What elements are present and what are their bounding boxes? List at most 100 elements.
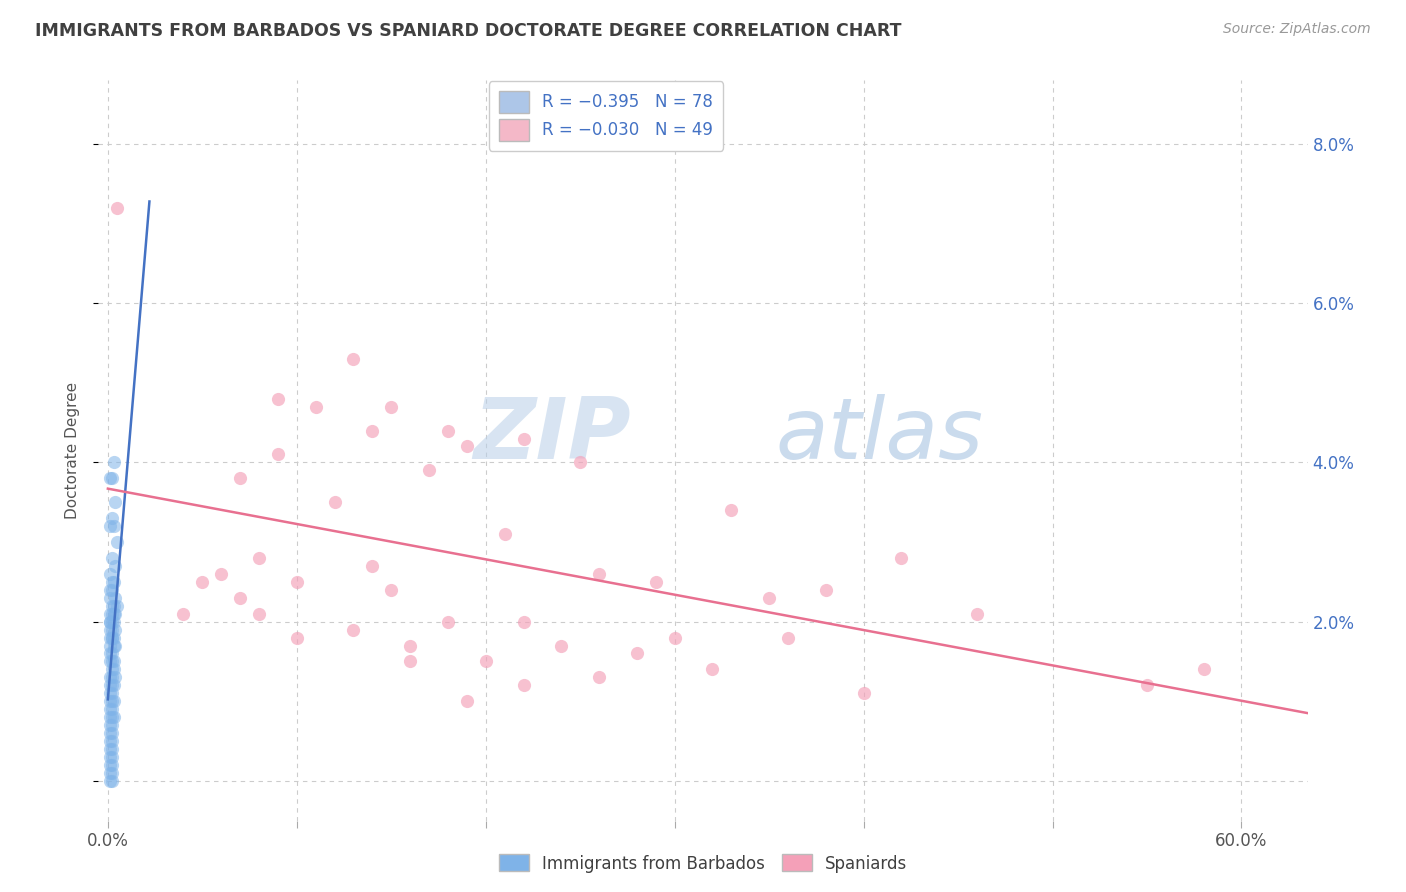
Point bbox=[103, 615, 125, 629]
Point bbox=[98, 710, 121, 724]
Point bbox=[98, 750, 121, 764]
Point bbox=[98, 702, 121, 716]
Point bbox=[98, 734, 121, 748]
Point bbox=[105, 599, 128, 613]
Point bbox=[285, 574, 308, 589]
Point bbox=[98, 615, 121, 629]
Point bbox=[512, 615, 534, 629]
Point bbox=[100, 750, 122, 764]
Point bbox=[103, 694, 125, 708]
Point bbox=[98, 591, 121, 605]
Point bbox=[285, 631, 308, 645]
Point bbox=[100, 694, 122, 708]
Text: Source: ZipAtlas.com: Source: ZipAtlas.com bbox=[1223, 22, 1371, 37]
Text: ZIP: ZIP bbox=[472, 394, 630, 477]
Point bbox=[103, 599, 125, 613]
Point bbox=[361, 558, 384, 573]
Point bbox=[588, 670, 610, 684]
Point bbox=[98, 670, 121, 684]
Point bbox=[323, 495, 346, 509]
Point bbox=[758, 591, 780, 605]
Point bbox=[380, 582, 402, 597]
Point bbox=[494, 527, 516, 541]
Point bbox=[569, 455, 592, 469]
Point bbox=[98, 678, 121, 692]
Point bbox=[98, 615, 121, 629]
Point bbox=[100, 726, 122, 740]
Point bbox=[626, 647, 648, 661]
Point bbox=[100, 511, 122, 525]
Point bbox=[100, 662, 122, 676]
Point bbox=[103, 662, 125, 676]
Point bbox=[98, 655, 121, 669]
Legend: Immigrants from Barbados, Spaniards: Immigrants from Barbados, Spaniards bbox=[492, 847, 914, 880]
Point bbox=[104, 591, 127, 605]
Point bbox=[104, 607, 127, 621]
Point bbox=[98, 718, 121, 732]
Point bbox=[98, 694, 121, 708]
Point bbox=[98, 631, 121, 645]
Point bbox=[305, 400, 328, 414]
Point bbox=[1136, 678, 1159, 692]
Point bbox=[98, 742, 121, 756]
Point bbox=[103, 639, 125, 653]
Point bbox=[247, 550, 270, 565]
Point bbox=[267, 392, 290, 406]
Point bbox=[98, 607, 121, 621]
Point bbox=[100, 647, 122, 661]
Point bbox=[100, 599, 122, 613]
Point bbox=[103, 631, 125, 645]
Point bbox=[98, 582, 121, 597]
Point bbox=[104, 495, 127, 509]
Point bbox=[100, 670, 122, 684]
Point bbox=[105, 201, 128, 215]
Point bbox=[588, 566, 610, 581]
Point bbox=[267, 447, 290, 461]
Point bbox=[100, 471, 122, 485]
Point bbox=[103, 655, 125, 669]
Text: atlas: atlas bbox=[776, 394, 984, 477]
Point bbox=[104, 639, 127, 653]
Point bbox=[100, 773, 122, 788]
Point bbox=[100, 655, 122, 669]
Point bbox=[98, 639, 121, 653]
Point bbox=[512, 678, 534, 692]
Point bbox=[100, 765, 122, 780]
Point bbox=[100, 686, 122, 700]
Point bbox=[720, 503, 742, 517]
Point bbox=[664, 631, 686, 645]
Point bbox=[814, 582, 837, 597]
Point bbox=[103, 678, 125, 692]
Y-axis label: Doctorate Degree: Doctorate Degree bbox=[65, 382, 80, 519]
Point bbox=[103, 710, 125, 724]
Point bbox=[98, 686, 121, 700]
Point bbox=[437, 424, 460, 438]
Point bbox=[644, 574, 666, 589]
Point bbox=[474, 655, 496, 669]
Point bbox=[512, 432, 534, 446]
Point bbox=[98, 758, 121, 772]
Point bbox=[191, 574, 214, 589]
Point bbox=[98, 471, 121, 485]
Point bbox=[100, 631, 122, 645]
Point bbox=[104, 623, 127, 637]
Point bbox=[456, 440, 478, 454]
Point bbox=[100, 615, 122, 629]
Point bbox=[98, 566, 121, 581]
Point bbox=[437, 615, 460, 629]
Point bbox=[229, 471, 252, 485]
Point bbox=[98, 519, 121, 533]
Point bbox=[702, 662, 724, 676]
Point bbox=[103, 607, 125, 621]
Point bbox=[100, 678, 122, 692]
Point bbox=[98, 647, 121, 661]
Point bbox=[1192, 662, 1215, 676]
Point bbox=[100, 734, 122, 748]
Point bbox=[100, 758, 122, 772]
Point bbox=[98, 773, 121, 788]
Point bbox=[247, 607, 270, 621]
Point bbox=[399, 655, 422, 669]
Point bbox=[100, 631, 122, 645]
Point bbox=[98, 726, 121, 740]
Point bbox=[209, 566, 232, 581]
